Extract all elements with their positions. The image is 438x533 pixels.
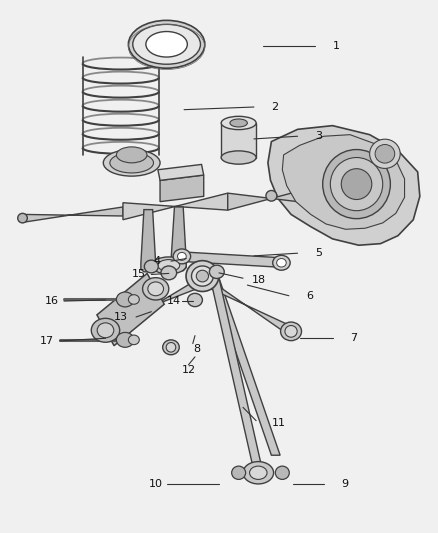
Ellipse shape xyxy=(232,466,246,479)
Ellipse shape xyxy=(128,20,205,68)
Ellipse shape xyxy=(110,153,153,173)
Ellipse shape xyxy=(330,158,383,211)
Text: 5: 5 xyxy=(315,248,322,258)
Ellipse shape xyxy=(281,322,301,341)
Ellipse shape xyxy=(161,266,177,280)
Ellipse shape xyxy=(162,340,179,355)
Ellipse shape xyxy=(276,466,289,479)
Polygon shape xyxy=(123,193,228,220)
Ellipse shape xyxy=(187,293,202,306)
Polygon shape xyxy=(177,252,286,268)
Ellipse shape xyxy=(117,292,134,307)
Text: 2: 2 xyxy=(272,102,279,112)
Ellipse shape xyxy=(166,343,176,352)
Ellipse shape xyxy=(117,333,134,348)
Text: 6: 6 xyxy=(306,290,313,301)
Ellipse shape xyxy=(128,335,139,345)
Ellipse shape xyxy=(375,144,395,163)
Ellipse shape xyxy=(250,466,267,479)
Polygon shape xyxy=(228,187,315,210)
Ellipse shape xyxy=(243,462,274,484)
Ellipse shape xyxy=(285,326,297,337)
Ellipse shape xyxy=(196,270,208,282)
Ellipse shape xyxy=(173,249,191,264)
Text: 12: 12 xyxy=(182,365,196,375)
Polygon shape xyxy=(283,135,405,229)
Text: 17: 17 xyxy=(40,336,54,346)
Ellipse shape xyxy=(370,139,400,168)
Ellipse shape xyxy=(277,259,286,267)
Text: 7: 7 xyxy=(350,333,357,343)
Text: 18: 18 xyxy=(252,275,266,285)
Ellipse shape xyxy=(323,150,390,219)
Ellipse shape xyxy=(266,190,277,201)
Ellipse shape xyxy=(91,318,120,342)
Text: 15: 15 xyxy=(132,270,146,279)
Text: 9: 9 xyxy=(341,480,348,489)
Polygon shape xyxy=(106,278,199,335)
Text: 13: 13 xyxy=(114,312,128,322)
Ellipse shape xyxy=(209,265,224,278)
Ellipse shape xyxy=(128,295,139,304)
Ellipse shape xyxy=(145,260,158,273)
Ellipse shape xyxy=(143,278,169,300)
Ellipse shape xyxy=(230,119,247,127)
Ellipse shape xyxy=(146,31,187,57)
Ellipse shape xyxy=(191,266,213,286)
Polygon shape xyxy=(171,207,186,271)
Ellipse shape xyxy=(133,25,201,64)
Polygon shape xyxy=(22,207,123,222)
Ellipse shape xyxy=(97,323,114,338)
Ellipse shape xyxy=(151,257,186,274)
Polygon shape xyxy=(199,273,291,337)
Ellipse shape xyxy=(221,116,256,130)
Text: 10: 10 xyxy=(149,480,163,489)
Ellipse shape xyxy=(117,147,147,163)
Text: 14: 14 xyxy=(166,296,181,306)
Ellipse shape xyxy=(158,260,180,271)
Ellipse shape xyxy=(103,150,160,176)
Ellipse shape xyxy=(18,213,27,223)
Text: 4: 4 xyxy=(153,256,161,266)
Ellipse shape xyxy=(177,253,186,261)
Text: 3: 3 xyxy=(315,131,322,141)
Polygon shape xyxy=(160,175,204,201)
Polygon shape xyxy=(158,165,204,180)
Ellipse shape xyxy=(148,282,163,296)
Polygon shape xyxy=(268,126,420,245)
Polygon shape xyxy=(208,272,280,455)
Ellipse shape xyxy=(221,151,256,164)
Polygon shape xyxy=(210,278,263,471)
Text: 11: 11 xyxy=(272,418,286,429)
Text: 16: 16 xyxy=(44,296,58,306)
Text: 8: 8 xyxy=(193,344,200,354)
Ellipse shape xyxy=(186,261,219,292)
Text: 1: 1 xyxy=(332,41,339,51)
Ellipse shape xyxy=(341,168,372,199)
Polygon shape xyxy=(221,123,256,158)
Polygon shape xyxy=(97,273,164,346)
Polygon shape xyxy=(141,209,155,272)
Ellipse shape xyxy=(273,255,290,270)
